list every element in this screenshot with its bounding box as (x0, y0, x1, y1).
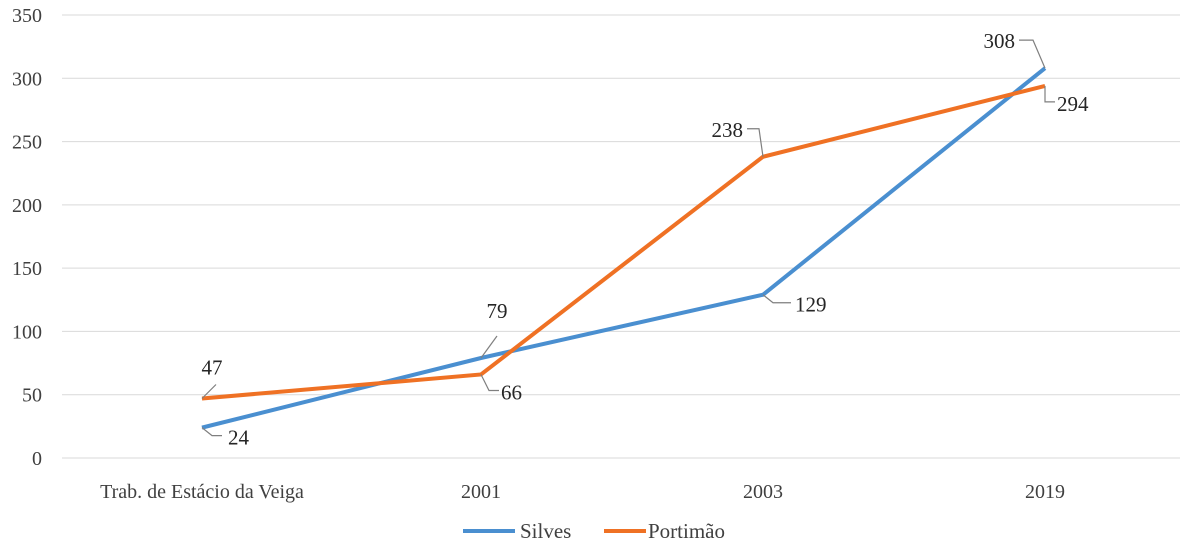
series-line-2 (201, 83, 1046, 401)
y-tick-label: 100 (12, 321, 42, 343)
label-leader-line (1019, 39, 1046, 69)
data-label: 66 (501, 380, 522, 404)
label-leader-line (201, 384, 217, 399)
series-lines (201, 66, 1047, 430)
y-tick-label: 250 (12, 132, 42, 154)
legend-label-2: Portimão (648, 519, 725, 543)
y-tick-label: 350 (12, 5, 42, 27)
y-tick-label: 200 (12, 195, 42, 217)
data-label: 47 (202, 356, 223, 380)
y-tick-label: 150 (12, 258, 42, 280)
y-tick-label: 300 (12, 68, 42, 90)
data-labels: 24 79 129 308 47 66 238 294 (202, 29, 1090, 449)
label-leader-line (201, 427, 222, 437)
x-tick-label: Trab. de Estácio da Veiga (100, 481, 304, 503)
data-label: 79 (487, 299, 508, 323)
data-label: 24 (228, 426, 250, 450)
x-tick-label: 2019 (1025, 481, 1065, 503)
label-leader-line (762, 294, 791, 304)
legend-label-1: Silves (520, 519, 571, 543)
label-leader-line (1044, 85, 1055, 103)
x-tick-label: 2001 (461, 481, 501, 503)
data-label: 238 (712, 118, 744, 142)
x-tick-label: 2003 (743, 481, 783, 503)
y-tick-label: 50 (22, 385, 42, 407)
data-label: 308 (984, 29, 1016, 53)
legend: Silves Portimão (463, 519, 725, 543)
label-leader-line (480, 335, 498, 359)
series-line-1 (201, 66, 1047, 430)
label-leader-line (480, 374, 499, 392)
data-label: 129 (795, 293, 827, 317)
label-leader-line (747, 128, 764, 157)
data-label: 294 (1057, 92, 1089, 116)
y-gridlines (62, 14, 1180, 459)
y-tick-label: 0 (32, 448, 42, 470)
x-axis-tick-labels: Trab. de Estácio da Veiga 2001 2003 2019 (100, 481, 1065, 503)
y-axis-tick-labels: 0 50 100 150 200 250 300 350 (12, 5, 42, 470)
